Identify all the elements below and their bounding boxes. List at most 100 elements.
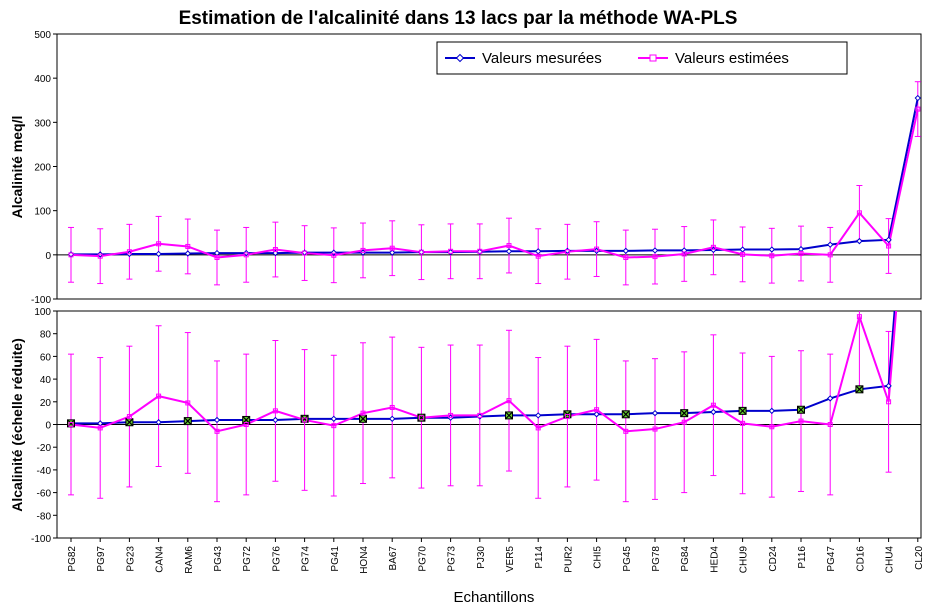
bot-point-measured xyxy=(593,411,600,418)
legend-marker-estimated xyxy=(649,54,657,62)
x-tick-label: PG78 xyxy=(651,546,662,572)
bot-point-estimated xyxy=(886,399,892,405)
bot-y-tick-label: 60 xyxy=(40,352,52,363)
top-point-estimated xyxy=(214,254,220,260)
x-tick-label: PG45 xyxy=(622,546,633,572)
bot-point-estimated xyxy=(477,412,483,418)
bot-y-tick-label: 40 xyxy=(40,375,52,386)
bot-point-estimated xyxy=(827,422,833,427)
top-point-estimated xyxy=(272,247,278,253)
bot-point-estimated xyxy=(156,393,162,399)
top-point-measured xyxy=(184,250,192,257)
top-y-tick-label: 400 xyxy=(34,74,51,85)
chart-title: Estimation de l'alcalinité dans 13 lacs … xyxy=(179,8,738,29)
bot-point-estimated xyxy=(594,407,600,413)
bot-point-estimated xyxy=(448,412,454,418)
bot-point-estimated xyxy=(798,418,804,424)
top-panel: Alcalinité meq/l -100 0 100 200 300 400 500 xyxy=(9,30,922,306)
bot-point-estimated xyxy=(185,400,191,406)
x-tick-label: CHU4 xyxy=(885,546,896,574)
bottom-y-axis-label: Alcalinité (échelle réduite) xyxy=(9,338,25,512)
x-tick-label: PG43 xyxy=(213,546,224,572)
top-point-measured xyxy=(856,237,863,245)
top-point-measured xyxy=(768,246,776,253)
x-tick-label: CHI5 xyxy=(593,546,604,569)
bot-point-measured xyxy=(710,408,717,416)
bot-point-measured xyxy=(96,420,104,427)
bot-y-tick-label: -40 xyxy=(37,466,52,477)
x-tick-label: PG23 xyxy=(125,546,136,572)
top-point-estimated xyxy=(68,252,74,258)
top-point-estimated xyxy=(594,246,600,252)
top-point-estimated xyxy=(331,252,337,258)
top-point-measured xyxy=(388,249,396,256)
top-point-estimated xyxy=(798,251,804,257)
bot-point-measured-cross xyxy=(183,417,192,426)
bot-point-estimated xyxy=(68,422,74,427)
top-point-estimated xyxy=(535,253,541,259)
top-point-measured xyxy=(797,245,805,253)
bot-point-measured-cross xyxy=(125,418,134,427)
top-point-estimated xyxy=(126,249,132,255)
bot-point-measured xyxy=(915,19,920,24)
top-y-tick-label: 200 xyxy=(34,163,51,174)
bot-point-measured-cross xyxy=(680,409,689,418)
bot-point-estimated xyxy=(623,428,629,434)
bot-y-tick-label: 80 xyxy=(40,330,52,341)
top-point-estimated xyxy=(915,106,921,112)
x-tick-label: CL20 xyxy=(914,546,925,570)
bot-y-tick-label: -60 xyxy=(37,489,52,500)
x-tick-label: PG97 xyxy=(96,546,107,572)
bot-point-estimated xyxy=(302,417,308,423)
top-point-measured xyxy=(622,247,630,255)
bot-point-estimated xyxy=(214,428,220,434)
bot-point-measured xyxy=(388,415,396,423)
bot-y-tick-label: -80 xyxy=(37,511,52,522)
bot-point-estimated xyxy=(360,410,366,416)
top-point-measured xyxy=(885,236,892,244)
x-tick-label: CHU9 xyxy=(739,546,750,574)
bot-point-measured xyxy=(651,409,659,417)
x-tick-label: RAM6 xyxy=(184,546,195,574)
top-point-estimated xyxy=(156,241,162,247)
x-tick-label: PG76 xyxy=(271,546,282,572)
bot-plot-area xyxy=(67,19,920,503)
bot-point-estimated xyxy=(272,408,278,414)
top-series-line-estimated xyxy=(70,108,919,259)
x-category-labels: PG82 PG97 PG23 CAN4 RAM6 PG43 PG72 PG76 PG74 PG41… xyxy=(67,538,925,574)
x-axis-label: Echantillons xyxy=(454,589,535,606)
top-plot-area xyxy=(67,81,921,286)
x-tick-label: HED4 xyxy=(709,546,720,573)
top-point-estimated xyxy=(564,249,570,255)
top-point-measured xyxy=(505,248,513,255)
bot-series-line-estimated xyxy=(70,311,898,433)
bot-point-estimated xyxy=(506,398,512,404)
bot-point-measured-cross xyxy=(505,411,513,420)
x-tick-label: PG82 xyxy=(67,546,78,572)
top-point-estimated xyxy=(302,250,308,256)
x-tick-label: PJ30 xyxy=(476,546,487,569)
bot-point-estimated xyxy=(710,402,716,408)
bot-point-estimated xyxy=(856,314,862,320)
top-point-estimated xyxy=(710,244,716,250)
x-tick-label: VER5 xyxy=(505,546,516,573)
bot-point-measured xyxy=(272,416,279,424)
top-point-estimated xyxy=(856,210,862,216)
bot-point-measured xyxy=(885,382,892,390)
bot-y-tick-label: -20 xyxy=(37,443,52,454)
top-point-estimated xyxy=(389,245,395,251)
bot-point-estimated xyxy=(389,404,395,410)
bot-series-line-measured xyxy=(71,311,896,425)
x-tick-label: PG84 xyxy=(680,546,691,572)
top-point-measured xyxy=(739,246,746,253)
top-point-estimated xyxy=(827,252,833,258)
bot-y-tick-label: -100 xyxy=(31,534,51,545)
bot-point-estimated xyxy=(97,425,103,431)
bot-point-measured-cross xyxy=(359,414,367,423)
bot-point-measured-cross xyxy=(621,410,630,419)
bot-y-tick-label: 0 xyxy=(45,421,51,432)
x-tick-label: P116 xyxy=(797,546,808,569)
top-y-tick-label: 500 xyxy=(34,30,51,41)
x-tick-label: PG47 xyxy=(826,546,837,572)
